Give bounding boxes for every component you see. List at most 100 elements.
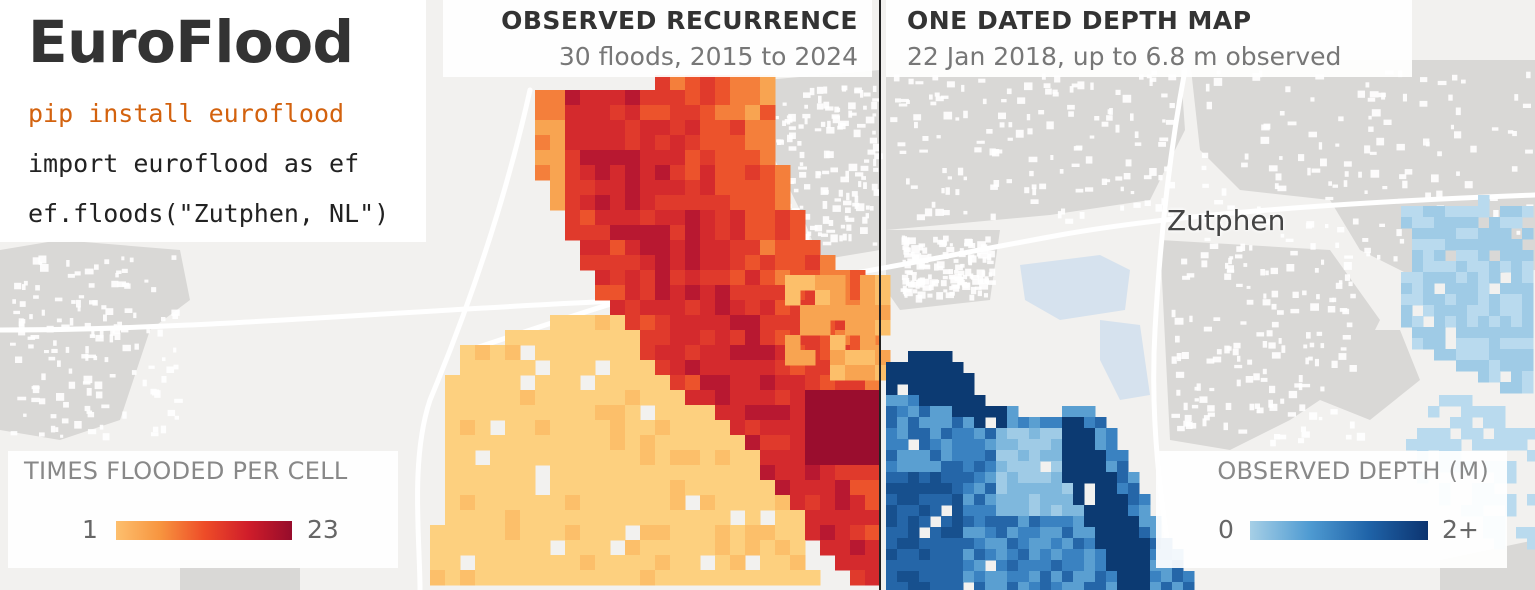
recurrence-cell bbox=[625, 135, 641, 151]
building bbox=[161, 376, 167, 383]
building bbox=[1358, 171, 1362, 178]
depth-cell bbox=[1527, 538, 1535, 550]
recurrence-cell bbox=[815, 290, 831, 306]
depth-cell bbox=[1051, 505, 1063, 517]
recurrence-cell bbox=[775, 540, 791, 556]
building bbox=[1338, 280, 1343, 284]
building bbox=[1342, 335, 1351, 340]
recurrence-cell bbox=[625, 285, 641, 301]
recurrence-cell bbox=[490, 510, 506, 526]
recurrence-cell bbox=[865, 570, 881, 586]
depth-cell bbox=[1456, 294, 1468, 306]
depth-cell bbox=[886, 395, 898, 407]
depth-cell bbox=[963, 406, 975, 418]
building bbox=[903, 288, 913, 297]
depth-cell bbox=[1483, 439, 1495, 451]
recurrence-cell bbox=[790, 435, 806, 451]
building bbox=[969, 273, 974, 279]
depth-cell bbox=[1423, 338, 1435, 350]
building bbox=[1368, 115, 1372, 120]
building bbox=[900, 98, 909, 103]
building bbox=[1105, 179, 1111, 183]
recurrence-cell bbox=[775, 525, 791, 541]
building bbox=[1271, 352, 1281, 359]
building bbox=[782, 102, 787, 106]
depth-cell bbox=[1412, 217, 1424, 229]
building bbox=[1256, 332, 1265, 337]
recurrence-cell bbox=[625, 390, 641, 406]
depth-cell bbox=[1117, 538, 1129, 550]
recurrence-cell bbox=[715, 195, 731, 211]
building bbox=[1266, 330, 1273, 337]
depth-cell bbox=[996, 406, 1008, 418]
building bbox=[840, 176, 849, 183]
lake bbox=[1020, 255, 1130, 320]
depth-cell bbox=[1106, 505, 1118, 517]
building bbox=[1455, 107, 1461, 116]
depth-cell bbox=[985, 494, 997, 506]
depth-cell bbox=[1095, 505, 1107, 517]
building bbox=[933, 236, 938, 243]
recurrence-cell bbox=[820, 255, 836, 271]
depth-cell bbox=[1478, 294, 1490, 306]
recurrence-cell bbox=[475, 420, 491, 436]
recurrence-cell bbox=[640, 225, 656, 241]
recurrence-cell bbox=[595, 345, 611, 361]
depth-title: ONE DATED DEPTH MAP bbox=[907, 6, 1252, 35]
building bbox=[832, 205, 841, 212]
recurrence-cell bbox=[610, 390, 626, 406]
building bbox=[1316, 294, 1320, 300]
building bbox=[854, 195, 859, 203]
recurrence-cell bbox=[815, 275, 831, 291]
recurrence-cell bbox=[655, 435, 671, 451]
recurrence-cell bbox=[595, 390, 611, 406]
depth-cell bbox=[1467, 206, 1479, 218]
recurrence-cell bbox=[860, 305, 876, 321]
recurrence-cell bbox=[685, 570, 701, 586]
recurrence-cell bbox=[520, 555, 536, 571]
depth-cell bbox=[930, 428, 942, 440]
recurrence-cell bbox=[580, 525, 596, 541]
depth-cell bbox=[1489, 261, 1501, 273]
recurrence-cell bbox=[580, 210, 596, 226]
depth-cell bbox=[1412, 294, 1424, 306]
recurrence-cell bbox=[505, 360, 521, 376]
recurrence-cell bbox=[610, 375, 626, 391]
depth-cell bbox=[930, 461, 942, 473]
depth-cell bbox=[1456, 327, 1468, 339]
building bbox=[116, 270, 122, 274]
depth-cell bbox=[1073, 560, 1085, 572]
depth-cell bbox=[919, 373, 931, 385]
recurrence-cell bbox=[610, 465, 626, 481]
building bbox=[940, 95, 949, 99]
building bbox=[1316, 331, 1323, 336]
building bbox=[823, 101, 830, 109]
recurrence-cell bbox=[700, 345, 716, 361]
recurrence-cell bbox=[685, 450, 701, 466]
building bbox=[838, 189, 843, 197]
depth-cell bbox=[1084, 417, 1096, 429]
recurrence-cell bbox=[820, 525, 836, 541]
depth-cell bbox=[886, 505, 898, 517]
building bbox=[1054, 75, 1061, 83]
building bbox=[1191, 404, 1199, 409]
recurrence-cell bbox=[550, 570, 566, 586]
depth-cell bbox=[1029, 461, 1041, 473]
depth-cell bbox=[941, 560, 953, 572]
building bbox=[820, 187, 829, 195]
building bbox=[826, 127, 835, 134]
building bbox=[920, 254, 929, 259]
building bbox=[18, 318, 24, 327]
depth-cell bbox=[1007, 494, 1019, 506]
depth-cell bbox=[1516, 428, 1528, 440]
depth-cell bbox=[1073, 428, 1085, 440]
recurrence-cell bbox=[730, 480, 746, 496]
recurrence-cell bbox=[715, 285, 731, 301]
building bbox=[919, 244, 924, 251]
depth-cell bbox=[1150, 538, 1162, 550]
recurrence-cell bbox=[790, 225, 806, 241]
recurrence-cell bbox=[860, 320, 876, 336]
recurrence-cell bbox=[625, 480, 641, 496]
depth-cell bbox=[1029, 549, 1041, 561]
